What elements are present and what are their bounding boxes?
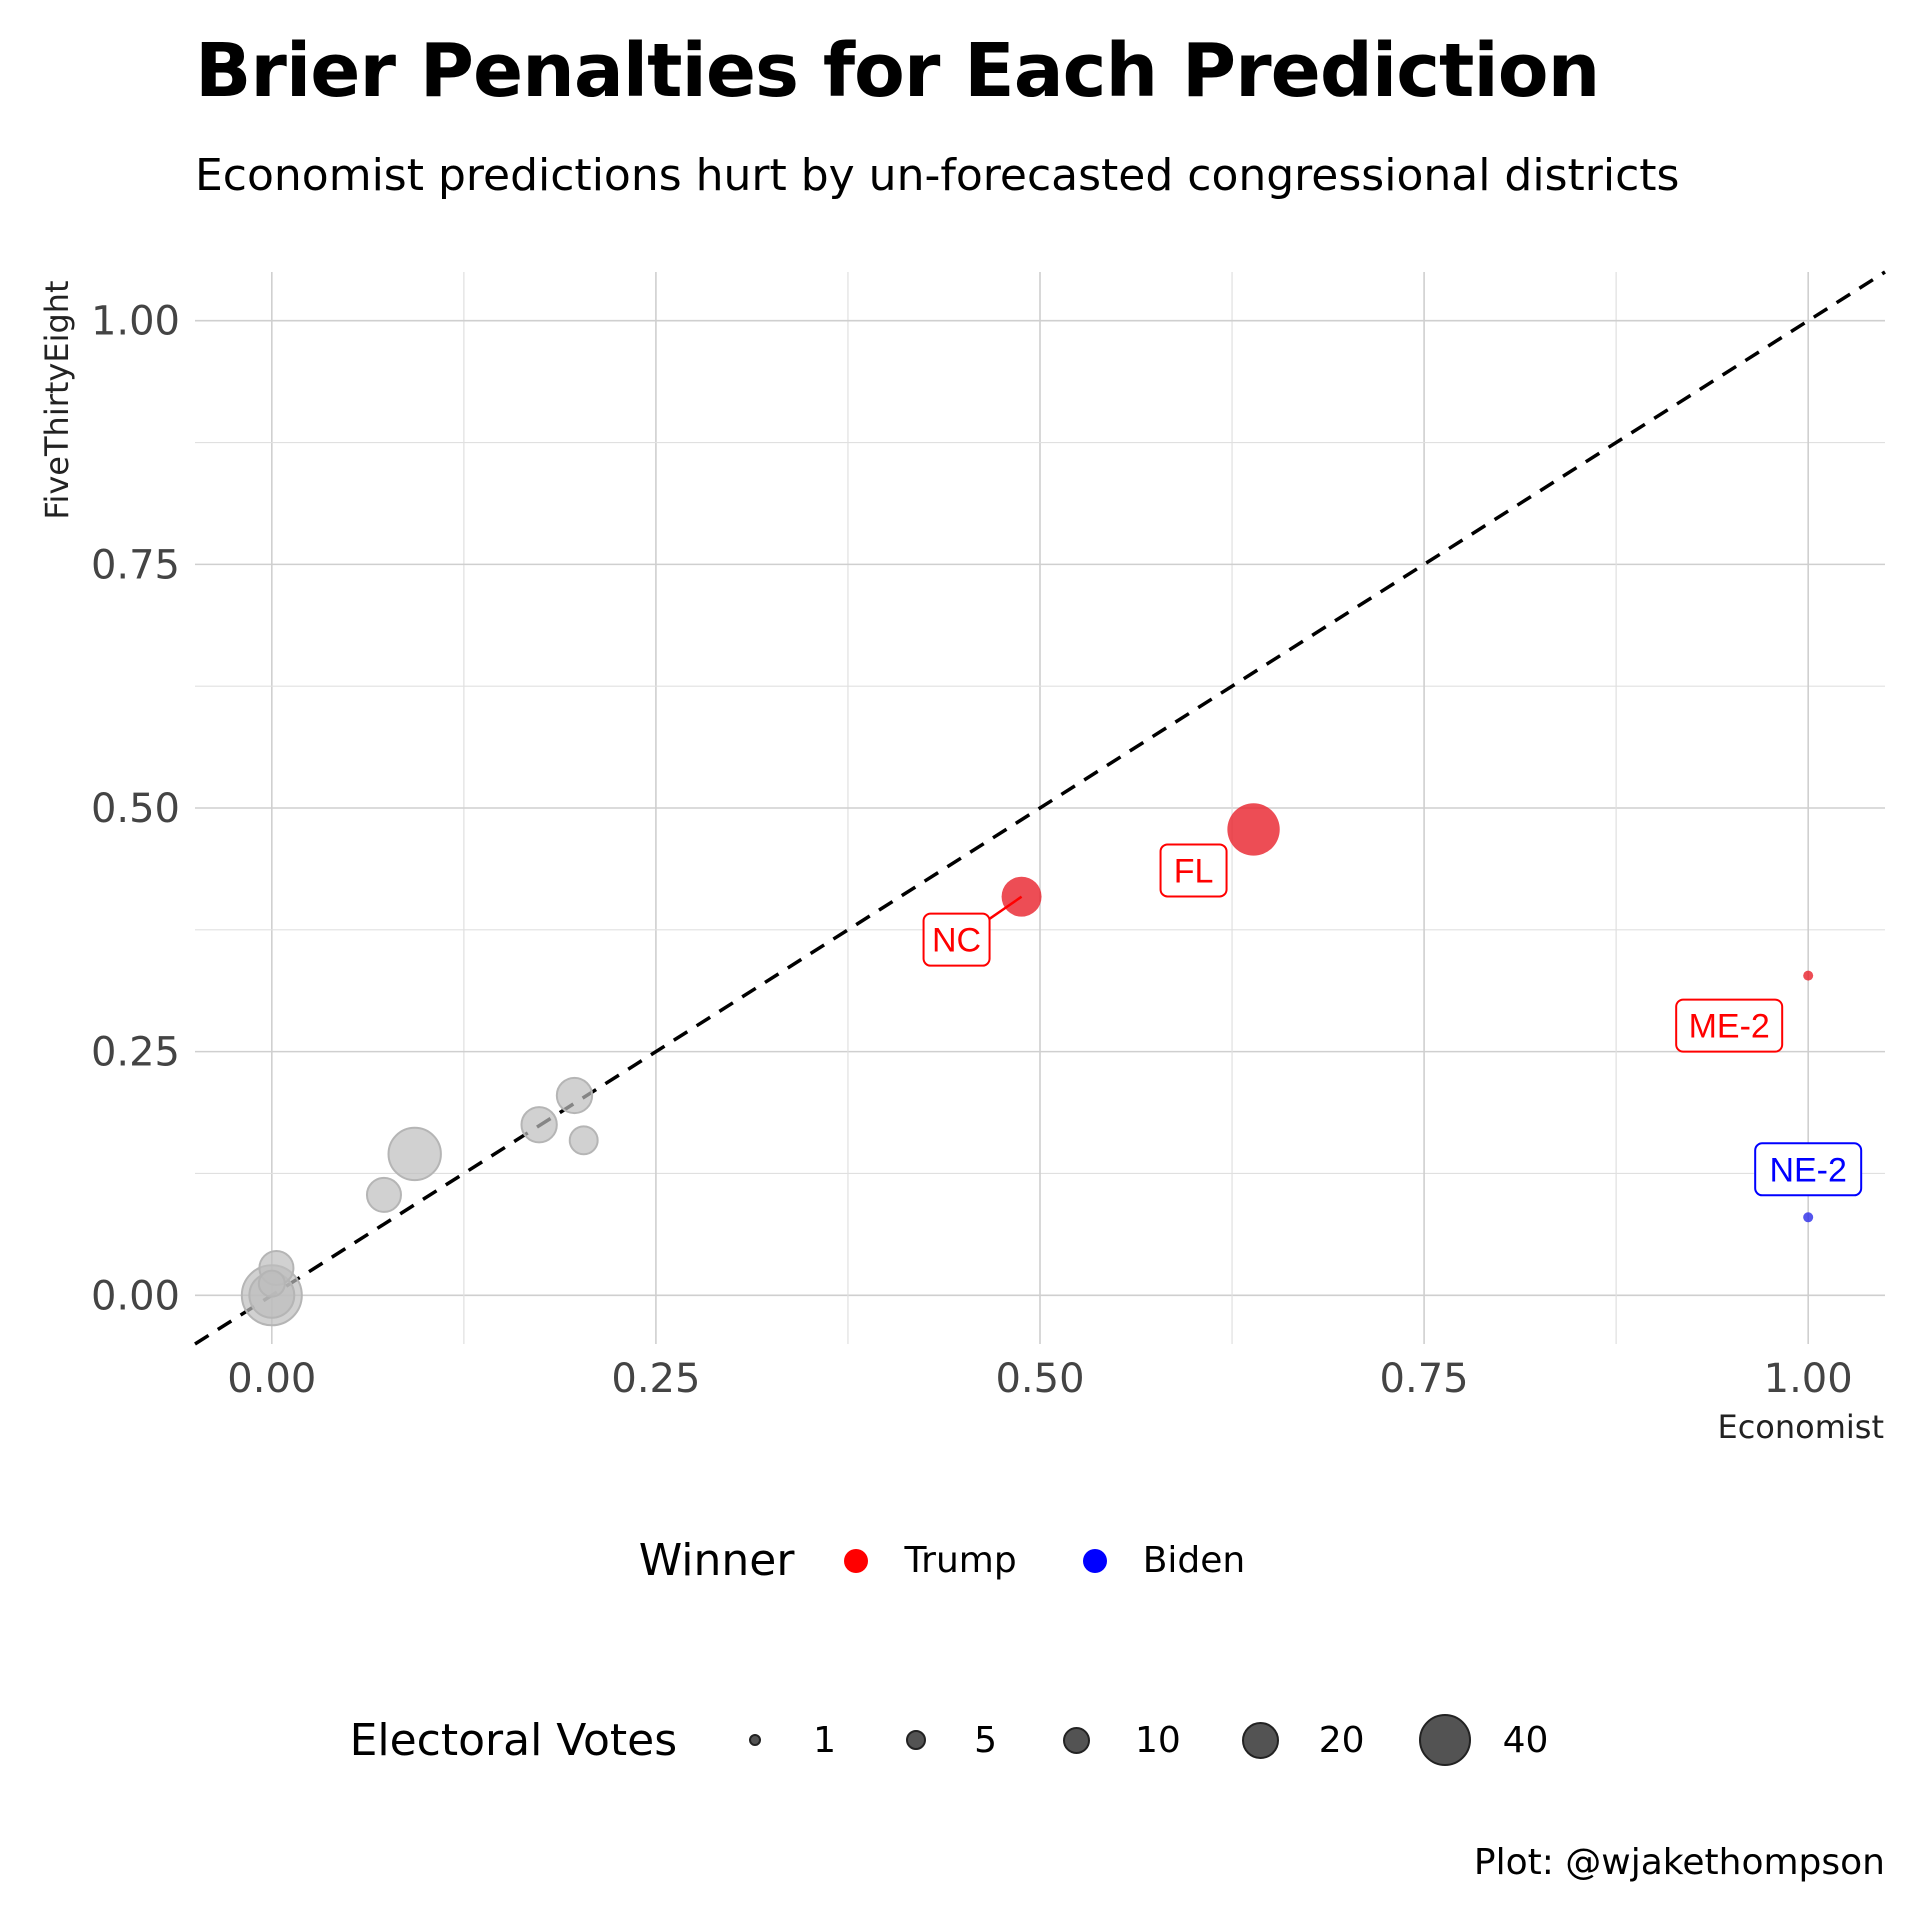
plot-caption: Plot: @wjakethompson <box>1473 1842 1885 1883</box>
data-point-ne-2 <box>1803 1212 1814 1223</box>
y-tick-label: 0.00 <box>91 1273 180 1319</box>
reference-line <box>194 270 1886 1346</box>
winner-legend-title: Winner <box>638 1535 795 1586</box>
scatter-plot: NC FL ME-2 NE-2 0.00 0.00 0.25 0.25 0.50 0.50 0.7… <box>38 270 1886 1446</box>
chart-title: Brier Penalties for Each Prediction <box>195 28 1600 114</box>
size-legend-dot-5 <box>906 1730 927 1750</box>
size-legend-dot-20 <box>1242 1721 1280 1759</box>
x-axis-title: Economist <box>1717 1408 1884 1446</box>
legend-label-trump: Trump <box>904 1540 1017 1581</box>
size-legend-item-5: 5 <box>888 1712 997 1768</box>
label-box-ne-2 <box>1754 1142 1863 1197</box>
size-legend-item-20: 20 <box>1233 1712 1365 1768</box>
legend-dot-biden <box>1082 1548 1107 1573</box>
data-point <box>555 1076 594 1115</box>
legend-label-biden: Biden <box>1142 1540 1246 1581</box>
electoral-votes-legend: Electoral Votes 1 5 10 20 40 <box>0 1712 1920 1768</box>
size-legend-dot-40 <box>1418 1714 1471 1766</box>
legend-item-trump: Trump <box>844 1540 1017 1581</box>
label-box-fl <box>1159 843 1228 898</box>
size-legend-item-1: 1 <box>727 1712 836 1768</box>
data-point <box>520 1106 558 1144</box>
y-tick-label: 0.25 <box>91 1030 180 1076</box>
size-legend-dot-1 <box>749 1734 762 1746</box>
size-legend-dot-10 <box>1063 1726 1091 1754</box>
size-legend-label-5: 5 <box>974 1719 997 1761</box>
data-point <box>568 1125 599 1156</box>
x-tick-label: 0.50 <box>995 1356 1084 1402</box>
x-tick-label: 0.00 <box>227 1356 316 1402</box>
size-legend-label-40: 40 <box>1502 1719 1549 1761</box>
legend-dot-trump <box>844 1548 869 1573</box>
label-box-me-2 <box>1675 998 1784 1053</box>
point-label-nc: NC <box>932 922 981 960</box>
size-legend-label-20: 20 <box>1318 1719 1365 1761</box>
axis-ticks: 0.00 0.00 0.25 0.25 0.50 0.50 0.75 0.75 1.00 1.00 <box>91 299 1853 1402</box>
size-legend-label-1: 1 <box>813 1719 837 1761</box>
y-axis-title: FiveThirtyEight <box>38 280 76 519</box>
data-point <box>387 1126 442 1182</box>
size-legend-title: Electoral Votes <box>349 1714 678 1766</box>
data-point <box>365 1176 402 1213</box>
y-tick-label: 0.50 <box>91 786 180 832</box>
identity-dashed-line <box>194 270 1886 1346</box>
legend-item-biden: Biden <box>1082 1540 1246 1581</box>
winner-legend: Winner Trump Biden <box>0 1535 1920 1586</box>
point-label-fl: FL <box>1174 852 1214 890</box>
chart-subtitle: Economist predictions hurt by un-forecas… <box>195 150 1680 201</box>
data-point-fl <box>1227 803 1280 856</box>
data-point <box>257 1269 286 1298</box>
label-box-nc <box>922 912 991 967</box>
size-legend-item-10: 10 <box>1049 1712 1181 1768</box>
x-tick-label: 0.25 <box>611 1356 700 1402</box>
point-label-ne-2: NE-2 <box>1769 1151 1846 1189</box>
point-label-me-2: ME-2 <box>1689 1008 1770 1046</box>
data-points <box>240 803 1814 1327</box>
data-point-me-2 <box>1803 970 1814 981</box>
point-labels: NC FL ME-2 NE-2 <box>922 843 1863 1197</box>
y-tick-label: 1.00 <box>91 299 180 345</box>
x-tick-label: 0.75 <box>1380 1356 1469 1402</box>
y-tick-label: 0.75 <box>91 542 180 588</box>
size-legend-label-10: 10 <box>1134 1719 1181 1761</box>
x-tick-label: 1.00 <box>1764 1356 1853 1402</box>
size-legend-item-40: 40 <box>1417 1712 1549 1768</box>
